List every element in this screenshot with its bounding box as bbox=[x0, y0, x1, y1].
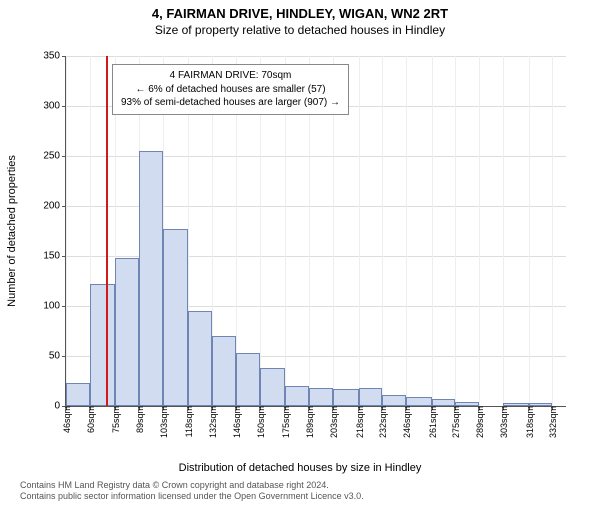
y-tick-label: 100 bbox=[43, 301, 66, 312]
gridline-v bbox=[479, 56, 480, 406]
histogram-bar bbox=[529, 403, 553, 406]
x-tick-label: 118sqm bbox=[182, 406, 194, 437]
x-tick-label: 103sqm bbox=[157, 406, 169, 438]
annotation-line3: 93% of semi-detached houses are larger (… bbox=[121, 96, 340, 110]
histogram-bar bbox=[163, 229, 189, 406]
histogram-bar bbox=[66, 383, 90, 406]
histogram-bar bbox=[188, 311, 212, 406]
reference-line bbox=[106, 56, 108, 406]
x-tick-label: 289sqm bbox=[473, 406, 485, 438]
x-tick-label: 89sqm bbox=[133, 406, 145, 433]
x-tick-label: 218sqm bbox=[353, 406, 365, 438]
x-tick-label: 60sqm bbox=[84, 406, 96, 433]
y-tick-label: 50 bbox=[49, 351, 66, 362]
y-tick-label: 200 bbox=[43, 201, 66, 212]
histogram-bar bbox=[432, 399, 456, 406]
title-sub: Size of property relative to detached ho… bbox=[0, 23, 600, 37]
chart-area: 4 FAIRMAN DRIVE: 70sqm ← 6% of detached … bbox=[65, 56, 566, 407]
x-tick-label: 303sqm bbox=[497, 406, 509, 438]
title-main: 4, FAIRMAN DRIVE, HINDLEY, WIGAN, WN2 2R… bbox=[0, 6, 600, 21]
y-tick-label: 350 bbox=[43, 51, 66, 62]
histogram-bar bbox=[260, 368, 286, 406]
x-tick-label: 75sqm bbox=[109, 406, 121, 433]
gridline-v bbox=[552, 56, 553, 406]
gridline-v bbox=[529, 56, 530, 406]
x-tick-label: 318sqm bbox=[523, 406, 535, 438]
x-tick-label: 46sqm bbox=[60, 406, 72, 433]
footer-line1: Contains HM Land Registry data © Crown c… bbox=[20, 480, 364, 491]
gridline-v bbox=[406, 56, 407, 406]
annotation-box: 4 FAIRMAN DRIVE: 70sqm ← 6% of detached … bbox=[112, 64, 349, 115]
footer-note: Contains HM Land Registry data © Crown c… bbox=[20, 480, 364, 502]
histogram-bar bbox=[139, 151, 163, 406]
histogram-bar bbox=[455, 402, 479, 406]
histogram-bar bbox=[236, 353, 260, 406]
histogram-bar bbox=[309, 388, 333, 406]
histogram-bar bbox=[333, 389, 359, 406]
gridline-v bbox=[455, 56, 456, 406]
footer-line2: Contains public sector information licen… bbox=[20, 491, 364, 502]
histogram-bar bbox=[382, 395, 406, 406]
gridline-v bbox=[382, 56, 383, 406]
y-tick-label: 250 bbox=[43, 151, 66, 162]
y-tick-label: 150 bbox=[43, 251, 66, 262]
x-tick-label: 261sqm bbox=[426, 406, 438, 438]
histogram-bar bbox=[406, 397, 432, 406]
annotation-line2: ← 6% of detached houses are smaller (57) bbox=[121, 83, 340, 97]
gridline-v bbox=[503, 56, 504, 406]
gridline-v bbox=[359, 56, 360, 406]
annotation-line1: 4 FAIRMAN DRIVE: 70sqm bbox=[121, 69, 340, 83]
x-tick-label: 175sqm bbox=[279, 406, 291, 438]
histogram-bar bbox=[285, 386, 309, 406]
x-tick-label: 132sqm bbox=[206, 406, 218, 438]
x-tick-label: 332sqm bbox=[546, 406, 558, 438]
histogram-bar bbox=[90, 284, 116, 406]
gridline-v bbox=[432, 56, 433, 406]
y-tick-label: 300 bbox=[43, 101, 66, 112]
x-tick-label: 160sqm bbox=[254, 406, 266, 438]
gridline-h bbox=[66, 56, 566, 57]
x-tick-label: 275sqm bbox=[449, 406, 461, 438]
histogram-bar bbox=[115, 258, 139, 406]
histogram-bar bbox=[359, 388, 383, 406]
x-axis-label: Distribution of detached houses by size … bbox=[0, 462, 600, 474]
gridline-v bbox=[66, 56, 67, 406]
x-tick-label: 246sqm bbox=[400, 406, 412, 438]
x-tick-label: 146sqm bbox=[230, 406, 242, 438]
histogram-bar bbox=[503, 403, 529, 406]
x-tick-label: 203sqm bbox=[327, 406, 339, 438]
x-tick-label: 232sqm bbox=[376, 406, 388, 438]
x-tick-label: 189sqm bbox=[303, 406, 315, 438]
histogram-bar bbox=[212, 336, 236, 406]
y-axis-label: Number of detached properties bbox=[6, 155, 18, 307]
